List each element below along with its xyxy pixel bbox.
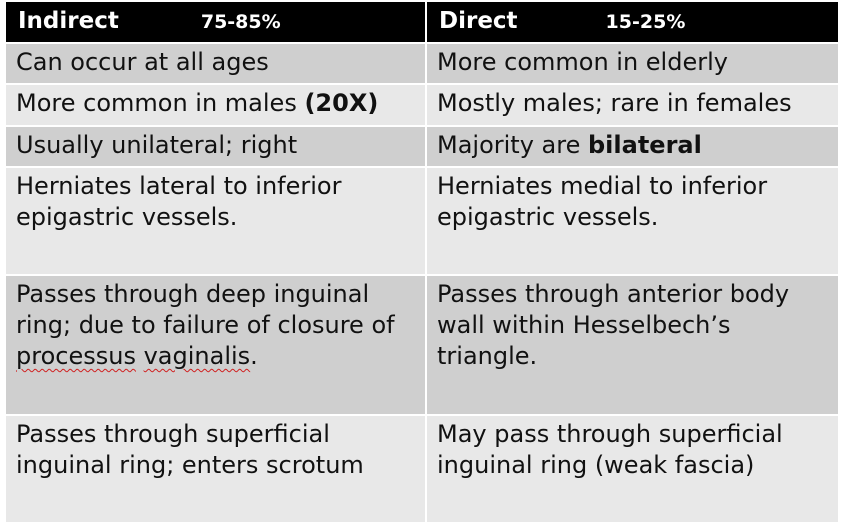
table-row: Herniates lateral to inferior epigastric… <box>6 168 838 274</box>
cell-indirect: Passes through deep inguinal ring; due t… <box>6 276 425 414</box>
cell-indirect: Herniates lateral to inferior epigastric… <box>6 168 425 274</box>
cell-text: Passes through anterior body wall within… <box>437 280 790 370</box>
table-row: Usually unilateral; right Majority are b… <box>6 127 838 166</box>
cell-text: May pass through superficial inguinal ri… <box>437 420 783 479</box>
cell-indirect: Usually unilateral; right <box>6 127 425 166</box>
cell-bold-text: (20X) <box>304 89 379 117</box>
cell-text: More common in elderly <box>437 48 728 76</box>
cell-text: Herniates medial to inferior epigastric … <box>437 172 768 231</box>
table-row: Passes through superficial inguinal ring… <box>6 416 838 522</box>
cell-text: Usually unilateral; right <box>16 131 298 159</box>
hernia-comparison-table: Indirect 75-85% Direct 15-25% Can occur at… <box>4 0 840 524</box>
table-row: Passes through deep inguinal ring; due t… <box>6 276 838 414</box>
header-direct-title: Direct <box>439 8 518 34</box>
cell-direct: May pass through superficial inguinal ri… <box>427 416 838 522</box>
cell-direct: Mostly males; rare in females <box>427 85 838 125</box>
header-indirect: Indirect 75-85% <box>6 2 425 42</box>
header-row: Indirect 75-85% Direct 15-25% <box>6 2 838 42</box>
header-direct-percent: 15-25% <box>605 11 686 33</box>
table-row: More common in males (20X) Mostly males;… <box>6 85 838 125</box>
cell-text: More common in males <box>16 89 305 117</box>
cell-text: Majority are <box>437 131 588 159</box>
cell-direct: Herniates medial to inferior epigastric … <box>427 168 838 274</box>
cell-text <box>136 342 144 370</box>
cell-text: . <box>250 342 258 370</box>
cell-text: Mostly males; rare in females <box>437 89 792 117</box>
cell-bold-text: bilateral <box>587 131 702 159</box>
cell-text: Passes through superficial inguinal ring… <box>16 420 364 479</box>
table-row: Can occur at all ages More common in eld… <box>6 44 838 83</box>
cell-direct: Majority are bilateral <box>427 127 838 166</box>
header-indirect-title: Indirect <box>18 8 119 34</box>
cell-indirect: Can occur at all ages <box>6 44 425 83</box>
header-indirect-percent: 75-85% <box>200 11 281 33</box>
header-direct: Direct 15-25% <box>427 2 838 42</box>
cell-indirect: More common in males (20X) <box>6 85 425 125</box>
cell-text: Passes through deep inguinal ring; due t… <box>16 280 395 339</box>
spellcheck-underlined-word: vaginalis <box>143 342 251 370</box>
spellcheck-underlined-word: processus <box>16 342 136 370</box>
cell-direct: More common in elderly <box>427 44 838 83</box>
cell-text: Can occur at all ages <box>16 48 269 76</box>
cell-text: Herniates lateral to inferior epigastric… <box>16 172 342 231</box>
cell-direct: Passes through anterior body wall within… <box>427 276 838 414</box>
cell-indirect: Passes through superficial inguinal ring… <box>6 416 425 522</box>
